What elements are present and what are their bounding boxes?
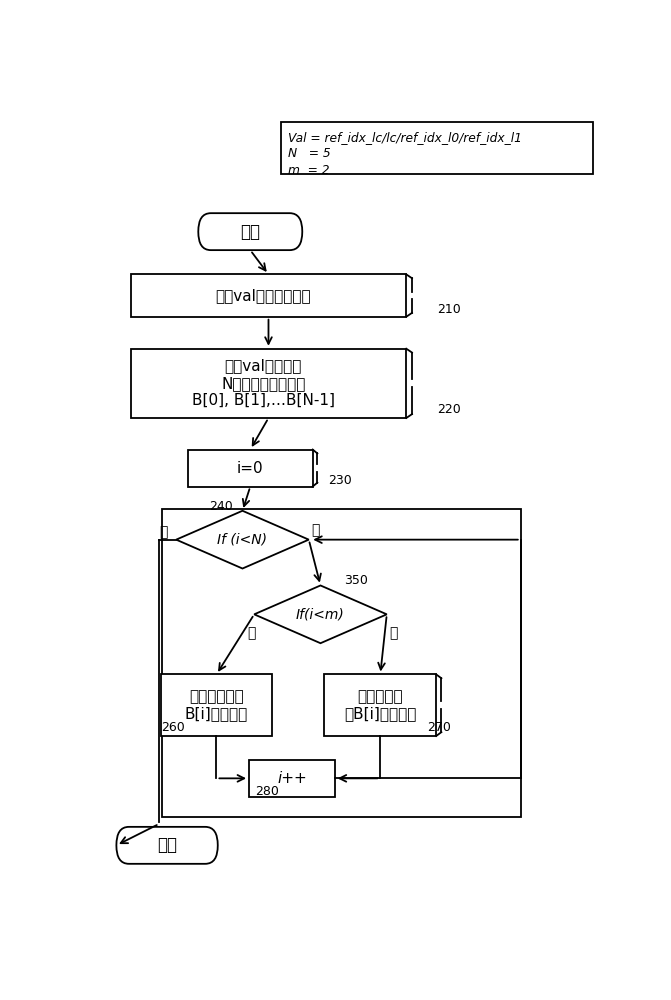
Text: Val = ref_idx_lc/lc/ref_idx_l0/ref_idx_l1: Val = ref_idx_lc/lc/ref_idx_l0/ref_idx_l… (288, 131, 521, 144)
Text: 开始: 开始 (240, 223, 260, 241)
Text: i=0: i=0 (237, 461, 264, 476)
Text: If(i<m): If(i<m) (296, 607, 345, 621)
Text: 350: 350 (344, 574, 368, 587)
FancyBboxPatch shape (188, 450, 313, 487)
Text: m  = 2: m = 2 (288, 164, 329, 177)
Text: If (i<N): If (i<N) (217, 533, 268, 547)
FancyBboxPatch shape (282, 122, 593, 174)
Text: N   = 5: N = 5 (288, 147, 330, 160)
Text: 结束: 结束 (157, 836, 177, 854)
Text: 是: 是 (311, 523, 319, 537)
Text: 270: 270 (427, 721, 451, 734)
FancyBboxPatch shape (249, 760, 335, 797)
Text: 220: 220 (437, 403, 461, 416)
Text: 280: 280 (256, 785, 279, 798)
Text: i++: i++ (277, 771, 307, 786)
Text: 变量val二値化为
N个二进制位以产生
B[0], B[1],…B[N-1]: 变量val二値化为 N个二进制位以产生 B[0], B[1],…B[N-1] (192, 358, 335, 408)
Text: 使用上下文对
B[i]进行编码: 使用上下文对 B[i]进行编码 (185, 689, 248, 721)
Text: 是: 是 (248, 627, 256, 641)
Polygon shape (176, 511, 309, 569)
FancyBboxPatch shape (131, 349, 407, 418)
Text: 210: 210 (437, 303, 461, 316)
Text: 否: 否 (159, 525, 167, 539)
Text: 变量val接受语法元素: 变量val接受语法元素 (215, 288, 311, 303)
Text: 240: 240 (209, 500, 232, 513)
FancyBboxPatch shape (160, 674, 272, 736)
Text: 260: 260 (161, 721, 185, 734)
FancyBboxPatch shape (116, 827, 218, 864)
Text: 否: 否 (389, 627, 397, 641)
Polygon shape (254, 585, 386, 643)
Text: 230: 230 (328, 474, 352, 487)
FancyBboxPatch shape (131, 274, 407, 317)
FancyBboxPatch shape (199, 213, 302, 250)
Text: 以旁路方法
对B[i]进行编码: 以旁路方法 对B[i]进行编码 (344, 689, 417, 721)
FancyBboxPatch shape (324, 674, 436, 736)
